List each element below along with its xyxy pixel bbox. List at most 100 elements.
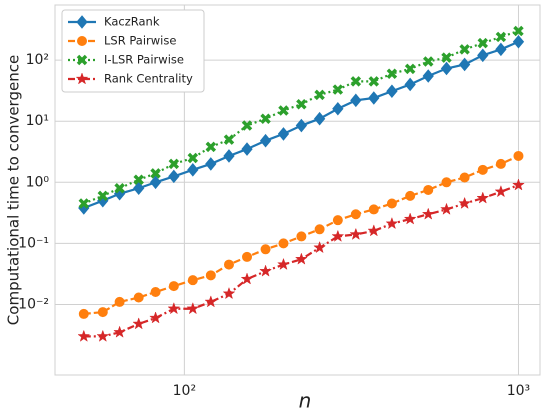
marker bbox=[222, 286, 236, 300]
marker bbox=[350, 76, 362, 87]
marker bbox=[259, 133, 272, 148]
marker bbox=[114, 182, 125, 194]
marker bbox=[404, 63, 416, 75]
marker bbox=[167, 302, 181, 315]
marker bbox=[314, 89, 325, 101]
marker bbox=[149, 175, 162, 190]
marker bbox=[332, 215, 343, 226]
marker bbox=[132, 317, 146, 330]
legend-marker bbox=[76, 15, 88, 29]
marker bbox=[386, 68, 398, 79]
marker bbox=[97, 307, 108, 318]
legend-marker bbox=[75, 72, 89, 85]
marker bbox=[440, 61, 453, 76]
marker bbox=[294, 252, 308, 265]
legend-marker bbox=[77, 36, 87, 46]
marker bbox=[187, 275, 198, 286]
marker bbox=[476, 191, 490, 204]
marker bbox=[423, 184, 434, 195]
marker bbox=[259, 264, 272, 277]
marker bbox=[295, 118, 308, 133]
y-axis-label: Computational time to convergence bbox=[5, 55, 23, 325]
marker bbox=[423, 56, 434, 67]
marker bbox=[495, 158, 506, 169]
y-tick-label: 10⁻¹ bbox=[18, 235, 49, 251]
marker bbox=[332, 101, 344, 116]
marker bbox=[422, 69, 434, 83]
marker bbox=[223, 259, 234, 270]
marker bbox=[332, 84, 344, 95]
marker bbox=[240, 272, 254, 285]
marker bbox=[205, 270, 216, 281]
marker bbox=[458, 57, 471, 72]
marker bbox=[512, 34, 525, 49]
x-tick-label: 10² bbox=[173, 383, 196, 399]
marker bbox=[133, 174, 144, 186]
marker bbox=[405, 190, 416, 201]
marker bbox=[404, 77, 416, 92]
marker bbox=[277, 257, 290, 271]
marker bbox=[97, 190, 109, 202]
marker bbox=[368, 76, 380, 87]
marker bbox=[223, 149, 235, 163]
marker bbox=[421, 207, 435, 220]
marker bbox=[477, 48, 489, 63]
y-tick-label: 10⁻² bbox=[18, 296, 49, 312]
marker bbox=[350, 209, 361, 220]
marker bbox=[278, 238, 289, 249]
legend-marker bbox=[76, 54, 88, 66]
marker bbox=[350, 93, 362, 108]
marker bbox=[150, 168, 161, 179]
marker bbox=[368, 91, 380, 105]
legend-label: LSR Pairwise bbox=[104, 34, 176, 48]
marker bbox=[459, 172, 470, 183]
marker bbox=[459, 44, 470, 55]
x-axis-label: n bbox=[299, 389, 312, 413]
marker bbox=[513, 150, 524, 161]
marker bbox=[277, 127, 290, 141]
marker bbox=[241, 142, 253, 156]
marker bbox=[204, 295, 218, 308]
y-tick-label: 10² bbox=[26, 52, 49, 68]
marker bbox=[495, 42, 507, 57]
marker bbox=[168, 281, 179, 292]
marker bbox=[314, 224, 325, 235]
marker bbox=[368, 204, 379, 215]
marker bbox=[205, 141, 217, 153]
marker bbox=[186, 302, 200, 315]
marker bbox=[241, 120, 253, 131]
marker bbox=[133, 292, 144, 303]
marker bbox=[168, 169, 180, 184]
marker bbox=[477, 164, 488, 175]
marker bbox=[187, 152, 199, 164]
marker bbox=[77, 329, 91, 342]
legend-box bbox=[61, 9, 205, 93]
marker bbox=[441, 52, 452, 63]
marker bbox=[133, 181, 145, 196]
marker bbox=[78, 308, 89, 319]
legend-label: KaczRank bbox=[104, 15, 160, 29]
marker bbox=[458, 196, 472, 209]
marker bbox=[242, 251, 253, 262]
marker bbox=[386, 84, 398, 99]
marker bbox=[441, 177, 452, 188]
marker bbox=[150, 286, 161, 297]
marker bbox=[260, 244, 271, 255]
marker bbox=[168, 158, 180, 170]
marker bbox=[205, 157, 217, 171]
marker bbox=[313, 240, 327, 254]
marker bbox=[78, 198, 90, 209]
marker bbox=[223, 134, 235, 145]
x-tick-label: 10³ bbox=[507, 383, 530, 399]
marker bbox=[96, 329, 110, 342]
marker bbox=[494, 185, 508, 198]
plot-frame bbox=[54, 4, 541, 376]
marker bbox=[313, 111, 326, 126]
legend-label: I-LSR Pairwise bbox=[104, 53, 184, 67]
marker bbox=[367, 224, 381, 237]
marker bbox=[477, 37, 489, 49]
marker bbox=[296, 231, 307, 242]
marker bbox=[187, 163, 199, 177]
marker bbox=[403, 212, 417, 225]
